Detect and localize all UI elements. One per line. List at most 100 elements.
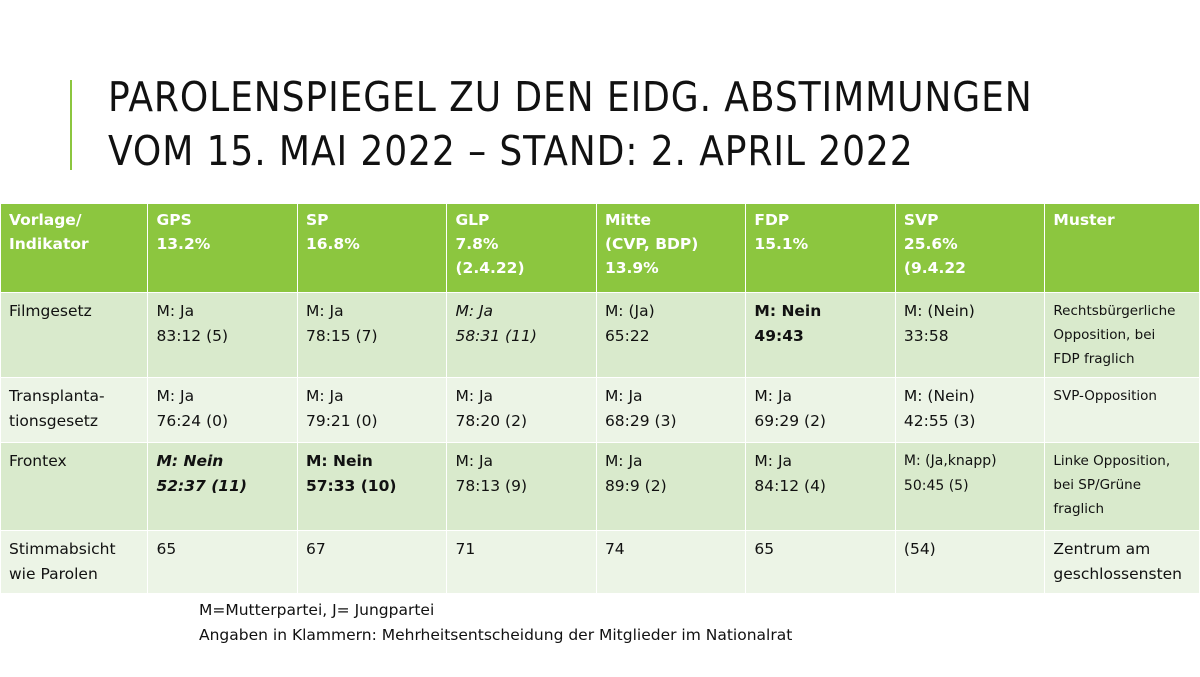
header-text: FDP xyxy=(754,211,790,229)
table-row-transplantationsgesetz: Transplanta- tionsgesetz M: Ja 76:24 (0)… xyxy=(0,377,1200,443)
footnote: M=Mutterpartei, J= Jungpartei Angaben in… xyxy=(199,598,792,648)
cell-text: M: Ja xyxy=(754,387,793,405)
cell-text: 65 xyxy=(754,540,775,558)
header-text: (2.4.22) xyxy=(455,259,525,277)
cell-svp: M: (Ja,knapp) 50:45 (5) xyxy=(894,442,1046,531)
table-row-frontex: Frontex M: Nein 52:37 (11) M: Nein 57:33… xyxy=(0,442,1200,531)
cell-gps: 65 xyxy=(147,530,298,594)
header-text: GLP xyxy=(455,211,490,229)
cell-text: bei SP/Grüne xyxy=(1053,477,1141,493)
cell-text: M: Ja xyxy=(455,452,494,470)
header-text: 13.2% xyxy=(156,235,211,253)
cell-muster: Zentrum am geschlossensten xyxy=(1044,530,1200,594)
cell-mitte: M: (Ja) 65:22 xyxy=(595,292,747,378)
header-vorlage: Vorlage/ Indikator xyxy=(0,203,149,293)
cell-text: 65 xyxy=(156,540,177,558)
header-text: SVP xyxy=(903,211,939,229)
cell-text: 58:31 (11) xyxy=(455,327,537,345)
header-text: Mitte xyxy=(604,211,652,229)
header-text: 25.6% xyxy=(903,235,958,253)
cell-text: 57:33 (10) xyxy=(305,477,397,495)
table-header-row: Vorlage/ Indikator GPS 13.2% SP 16.8% GL… xyxy=(0,203,1200,293)
header-text: (CVP, BDP) xyxy=(604,235,699,253)
cell-fdp: M: Nein 49:43 xyxy=(745,292,896,378)
cell-text: 89:9 (2) xyxy=(604,477,667,495)
header-sp: SP 16.8% xyxy=(296,203,448,293)
cell-sp: M: Nein 57:33 (10) xyxy=(296,442,448,531)
title-line-1: PAROLENSPIEGEL ZU DEN EIDG. ABSTIMMUNGEN xyxy=(108,73,1033,121)
cell-text: Transplanta- xyxy=(9,387,105,405)
cell-svp: M: (Nein) 33:58 xyxy=(894,292,1046,378)
header-fdp: FDP 15.1% xyxy=(745,203,896,293)
cell-text: M: Ja xyxy=(604,452,643,470)
cell-text: Frontex xyxy=(9,452,67,470)
header-text: Vorlage/ xyxy=(9,211,82,229)
title-accent-bar xyxy=(70,80,72,170)
cell-text: M: Ja xyxy=(305,302,344,320)
cell-text: M: Ja xyxy=(754,452,793,470)
cell-fdp: 65 xyxy=(745,530,896,594)
cell-text: wie Parolen xyxy=(9,565,98,583)
cell-muster: Linke Opposition, bei SP/Grüne fraglich xyxy=(1044,442,1200,531)
cell-glp: M: Ja 78:13 (9) xyxy=(446,442,597,531)
cell-text: Linke Opposition, xyxy=(1053,453,1171,469)
header-gps: GPS 13.2% xyxy=(147,203,298,293)
cell-text: Zentrum am xyxy=(1053,540,1151,558)
cell-text: M: Ja xyxy=(455,302,494,320)
cell-text: SVP-Opposition xyxy=(1053,388,1157,404)
cell-text: fraglich xyxy=(1053,501,1105,517)
cell-muster: SVP-Opposition xyxy=(1044,377,1200,443)
cell-text: 69:29 (2) xyxy=(754,412,826,430)
table-row-stimmabsicht: Stimmabsicht wie Parolen 65 67 71 74 65 … xyxy=(0,530,1200,594)
cell-fdp: M: Ja 84:12 (4) xyxy=(745,442,896,531)
header-text: SP xyxy=(305,211,329,229)
cell-text: 33:58 xyxy=(903,327,949,345)
header-text: Muster xyxy=(1053,211,1115,229)
cell-text: 76:24 (0) xyxy=(156,412,229,430)
cell-text: 79:21 (0) xyxy=(305,412,378,430)
cell-gps: M: Ja 76:24 (0) xyxy=(147,377,298,443)
cell-text: M: (Nein) xyxy=(903,387,975,405)
cell-muster: Rechtsbürgerliche Opposition, bei FDP fr… xyxy=(1044,292,1200,378)
cell-svp: (54) xyxy=(894,530,1046,594)
cell-text: Stimmabsicht xyxy=(9,540,116,558)
cell-gps: M: Ja 83:12 (5) xyxy=(147,292,298,378)
cell-text: 78:20 (2) xyxy=(455,412,528,430)
footnote-line-2: Angaben in Klammern: Mehrheitsentscheidu… xyxy=(199,626,793,644)
header-text: Indikator xyxy=(9,235,89,253)
row-label: Frontex xyxy=(0,442,149,531)
cell-text: geschlossensten xyxy=(1053,565,1182,583)
page-title: PAROLENSPIEGEL ZU DEN EIDG. ABSTIMMUNGEN… xyxy=(108,70,1058,178)
cell-text: 84:12 (4) xyxy=(754,477,826,495)
parolen-table: Vorlage/ Indikator GPS 13.2% SP 16.8% GL… xyxy=(0,203,1200,594)
cell-text: M: (Nein) xyxy=(903,302,975,320)
cell-sp: M: Ja 78:15 (7) xyxy=(296,292,448,378)
row-label: Filmgesetz xyxy=(0,292,149,378)
header-text: 7.8% xyxy=(455,235,499,253)
header-text: 16.8% xyxy=(305,235,360,253)
header-text: (9.4.22 xyxy=(903,259,966,277)
cell-mitte: M: Ja 89:9 (2) xyxy=(595,442,747,531)
cell-text: FDP fraglich xyxy=(1053,351,1135,367)
header-muster: Muster xyxy=(1044,203,1200,293)
cell-glp: M: Ja 58:31 (11) xyxy=(446,292,597,378)
table-row-filmgesetz: Filmgesetz M: Ja 83:12 (5) M: Ja 78:15 (… xyxy=(0,292,1200,378)
header-svp: SVP 25.6% (9.4.22 xyxy=(894,203,1046,293)
row-label: Stimmabsicht wie Parolen xyxy=(0,530,149,594)
cell-text: M: Nein xyxy=(754,302,822,320)
cell-mitte: M: Ja 68:29 (3) xyxy=(595,377,747,443)
cell-text: M: Ja xyxy=(455,387,494,405)
cell-text: M: (Ja,knapp) xyxy=(903,453,997,469)
cell-text: 71 xyxy=(455,540,476,558)
cell-glp: M: Ja 78:20 (2) xyxy=(446,377,597,443)
header-text: 13.9% xyxy=(604,259,659,277)
cell-text: 74 xyxy=(604,540,625,558)
cell-text: M: Ja xyxy=(305,387,344,405)
cell-text: Rechtsbürgerliche xyxy=(1053,303,1176,319)
cell-text: Filmgesetz xyxy=(9,302,92,320)
cell-text: M: (Ja) xyxy=(604,302,655,320)
cell-text: M: Ja xyxy=(604,387,643,405)
cell-text: 52:37 (11) xyxy=(156,477,247,495)
cell-text: 42:55 (3) xyxy=(903,412,976,430)
cell-text: 83:12 (5) xyxy=(156,327,229,345)
